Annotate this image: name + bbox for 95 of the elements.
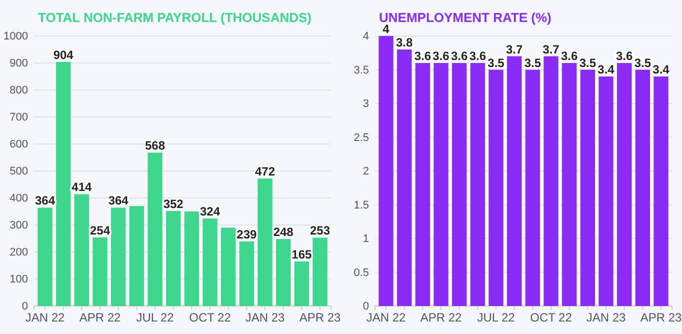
bar <box>488 70 504 306</box>
bar <box>202 218 218 306</box>
bar <box>397 50 412 306</box>
data-label: 324 <box>200 204 220 219</box>
x-tick-label: APR 22 <box>79 310 121 325</box>
data-label: 4 <box>382 22 390 36</box>
y-tick-label: 0 <box>362 300 369 313</box>
x-tick-label: APR 23 <box>640 310 682 325</box>
data-label: 3.5 <box>579 56 596 70</box>
bar <box>294 261 309 306</box>
data-label: 254 <box>90 223 110 238</box>
data-label: 364 <box>108 194 129 208</box>
y-tick-label: 300 <box>10 220 28 232</box>
bar <box>562 63 577 306</box>
bar <box>507 56 522 306</box>
data-label: 253 <box>310 224 330 238</box>
y-tick-label: 2 <box>362 166 369 178</box>
x-tick-label: JAN 22 <box>366 310 406 325</box>
bar <box>129 206 144 306</box>
y-tick-label: 900 <box>10 58 28 70</box>
data-label: 3.6 <box>432 49 450 63</box>
bar <box>184 212 199 306</box>
data-label: 239 <box>236 227 257 242</box>
data-label: 248 <box>273 225 294 240</box>
x-tick-label: APR 22 <box>420 310 462 325</box>
bar <box>74 194 89 306</box>
data-label: 3.7 <box>506 42 523 56</box>
y-tick-label: 3 <box>362 98 369 110</box>
y-tick-label: 3.5 <box>354 64 369 76</box>
x-tick-label: JAN 22 <box>25 310 65 325</box>
bar <box>525 70 540 306</box>
y-tick-label: 1.5 <box>354 199 369 212</box>
bar <box>415 63 430 306</box>
data-label: 3.5 <box>634 56 652 70</box>
y-tick-label: 0.5 <box>354 266 369 279</box>
bar <box>470 63 485 306</box>
bar <box>452 63 467 306</box>
y-tick-label: 1000 <box>4 30 28 43</box>
bar <box>598 76 614 306</box>
bar <box>654 76 668 306</box>
bar <box>148 152 162 306</box>
bar <box>258 178 272 306</box>
data-label: 3.6 <box>469 49 486 63</box>
y-tick-label: 2.5 <box>354 132 369 144</box>
bar <box>434 63 448 306</box>
data-label: 568 <box>144 138 166 153</box>
data-label: 3.4 <box>652 62 670 76</box>
bar <box>617 63 632 306</box>
x-tick-label: OCT 22 <box>530 310 572 325</box>
data-label: 3.5 <box>488 56 505 70</box>
data-label: 3.6 <box>450 49 468 63</box>
data-label: 3.6 <box>560 49 578 63</box>
y-tick-label: 4 <box>362 30 369 43</box>
bar <box>56 62 71 306</box>
y-tick-label: 1 <box>362 233 369 246</box>
chart-title: TOTAL NON-FARM PAYROLL (THOUSANDS) <box>38 10 312 25</box>
y-tick-label: 100 <box>10 274 28 286</box>
data-label: 3.6 <box>414 49 432 63</box>
y-tick-label: 400 <box>10 192 28 205</box>
data-label: 3.7 <box>542 42 560 56</box>
bar <box>38 208 52 306</box>
x-tick-label: JUL 22 <box>477 310 516 325</box>
bar <box>166 210 181 306</box>
bar <box>221 228 236 306</box>
chart-title: UNEMPLOYMENT RATE (%) <box>379 10 552 25</box>
x-tick-label: JUL 22 <box>136 310 174 325</box>
data-label: 352 <box>163 196 184 211</box>
data-label: 472 <box>254 164 276 179</box>
bar <box>635 70 650 306</box>
bar <box>92 237 108 306</box>
y-tick-label: 700 <box>10 112 28 124</box>
bar <box>544 56 558 306</box>
y-tick-label: 200 <box>10 246 28 259</box>
bar <box>276 239 291 306</box>
data-label: 3.6 <box>616 49 633 63</box>
bar <box>312 238 328 306</box>
data-label: 165 <box>292 247 312 262</box>
y-tick-label: 500 <box>10 166 28 178</box>
bar <box>580 70 595 306</box>
data-label: 3.5 <box>524 56 542 70</box>
bar <box>111 208 126 306</box>
y-tick-label: 800 <box>10 84 28 97</box>
x-tick-label: JAN 23 <box>245 310 285 325</box>
data-label: 904 <box>53 48 74 62</box>
bar <box>378 36 394 306</box>
x-tick-label: JAN 23 <box>586 310 626 325</box>
x-tick-label: OCT 22 <box>189 310 232 325</box>
y-tick-label: 0 <box>22 300 28 313</box>
x-tick-label: APR 23 <box>299 310 341 325</box>
data-label: 3.4 <box>598 62 615 76</box>
data-label: 364 <box>34 194 56 208</box>
data-label: 3.8 <box>396 36 413 50</box>
bar <box>239 241 254 306</box>
y-tick-label: 600 <box>10 138 28 151</box>
data-label: 414 <box>72 180 92 194</box>
